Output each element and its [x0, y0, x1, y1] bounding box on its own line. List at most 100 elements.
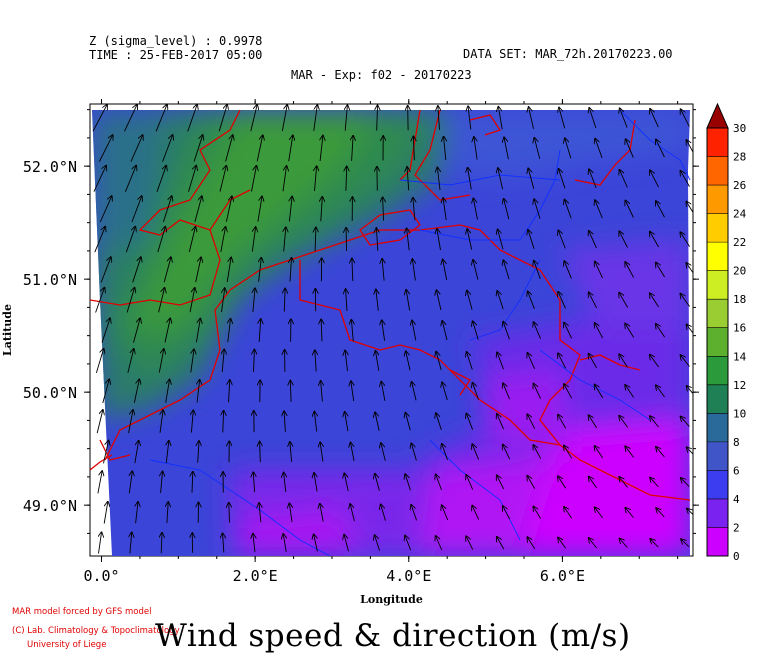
- wind-arrow: [467, 352, 473, 370]
- wind-arrow: [290, 381, 291, 402]
- colorbar-label: 22: [733, 236, 746, 249]
- wind-arrow: [466, 536, 474, 550]
- wind-arrow: [198, 441, 199, 463]
- wind-arrow: [377, 106, 378, 131]
- wind-arrow: [442, 321, 448, 341]
- wind-arrow: [229, 380, 230, 403]
- colorbar-label: 8: [733, 436, 740, 449]
- wind-arrow: [681, 109, 690, 127]
- wind-arrow: [687, 509, 693, 516]
- wind-arrow: [656, 447, 665, 458]
- wind-arrow: [443, 198, 446, 221]
- wind-arrow: [313, 105, 318, 131]
- wind-arrow: [130, 135, 143, 162]
- wind-arrow: [125, 227, 135, 253]
- credit-lab: (C) Lab. Climatology & Topoclimatology: [12, 626, 180, 636]
- wind-arrow: [620, 108, 628, 128]
- wind-arrow: [259, 319, 261, 342]
- credit-model: MAR model forced by GFS model: [12, 607, 152, 617]
- wind-arrow: [595, 385, 604, 399]
- wind-arrow: [681, 417, 690, 427]
- wind-arrow: [352, 136, 354, 161]
- wind-arrow: [498, 230, 504, 250]
- wind-arrow: [94, 227, 105, 253]
- wind-arrow: [253, 472, 254, 493]
- wind-arrow: [344, 535, 349, 552]
- wind-arrow: [686, 202, 693, 214]
- wind-arrow: [352, 259, 353, 282]
- colorbar-label: 14: [733, 350, 747, 363]
- wind-arrow: [259, 503, 261, 523]
- wind-arrow: [442, 505, 449, 521]
- wind-arrow: [228, 319, 231, 343]
- wind-arrow: [687, 140, 693, 153]
- wind-arrow: [229, 503, 230, 523]
- wind-arrow: [126, 288, 134, 313]
- wind-arrow: [223, 411, 224, 433]
- wind-arrow: [473, 321, 479, 340]
- wind-arrow: [436, 536, 443, 551]
- axes: 0.0° 2.0°E 4.0°E 6.0°E 49.0°N 50.0°N 51.0°N 52.…: [1, 99, 699, 606]
- wind-arrow: [375, 474, 380, 491]
- wind-arrow: [564, 261, 572, 279]
- wind-arrow: [681, 539, 690, 548]
- wind-arrow: [503, 322, 510, 340]
- wind-arrow: [503, 506, 511, 520]
- wind-arrow: [194, 196, 202, 223]
- wind-arrow: [225, 196, 232, 222]
- wind-arrow: [100, 257, 111, 283]
- wind-arrow: [161, 533, 162, 554]
- wind-arrow: [406, 413, 411, 431]
- wind-arrow: [559, 169, 566, 189]
- colorbar-segment: [707, 327, 728, 357]
- wind-arrow: [134, 441, 139, 464]
- wind-arrow: [96, 410, 103, 434]
- wind-arrow: [558, 231, 566, 249]
- wind-arrow: [625, 201, 634, 218]
- wind-arrow: [383, 198, 384, 221]
- wind-arrow: [132, 257, 141, 283]
- wind-arrow: [595, 323, 603, 339]
- wind-arrow: [681, 171, 690, 187]
- colorbar-segment: [707, 470, 728, 499]
- colorbar-label: 16: [733, 322, 746, 335]
- wind-arrow: [527, 414, 536, 429]
- wind-arrow: [375, 412, 380, 431]
- wind-arrow: [625, 324, 634, 338]
- y-tick-label: 52.0°N: [23, 158, 77, 176]
- colorbar-label: 12: [733, 379, 746, 392]
- wind-arrow: [436, 475, 443, 491]
- wind-arrow: [284, 473, 286, 492]
- wind-arrow: [444, 137, 446, 160]
- wind-arrow: [407, 229, 410, 251]
- colorbar-label: 6: [733, 464, 740, 477]
- wind-arrow: [413, 198, 415, 221]
- colorbar-segment: [707, 242, 728, 271]
- wind-arrow: [436, 352, 442, 371]
- wind-arrow: [534, 199, 541, 219]
- colorbar-segment: [707, 270, 728, 300]
- wind-arrow: [625, 385, 634, 398]
- wind-arrow: [503, 383, 511, 400]
- wind-arrow: [620, 539, 628, 548]
- wind-arrow: [558, 353, 567, 369]
- wind-arrow: [497, 475, 505, 490]
- wind-arrow: [619, 354, 628, 368]
- wind-arrow: [161, 472, 163, 494]
- wind-arrow: [376, 351, 379, 371]
- wind-arrow: [656, 201, 665, 218]
- wind-arrow: [650, 170, 659, 188]
- wind-arrow: [351, 443, 355, 462]
- wind-arrow: [527, 537, 536, 549]
- wind-arrow: [158, 349, 164, 373]
- wind-arrow: [195, 257, 201, 283]
- wind-arrow: [528, 169, 535, 189]
- wind-arrow: [497, 414, 505, 430]
- wind-arrow: [320, 442, 323, 462]
- wind-arrow: [411, 444, 417, 461]
- y-axis-label: Latitude: [1, 304, 14, 356]
- colorbar-label: 20: [733, 265, 746, 278]
- wind-arrow: [103, 502, 108, 524]
- wind-arrow: [687, 386, 693, 395]
- wind-arrow: [157, 227, 166, 253]
